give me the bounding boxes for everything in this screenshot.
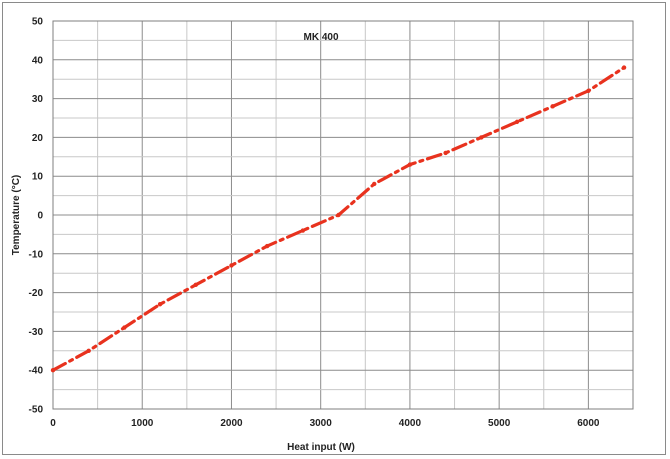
x-tick-label: 5000 — [488, 418, 511, 429]
y-tick-label: 40 — [32, 55, 44, 66]
x-tick-label: 3000 — [310, 418, 333, 429]
chart-title: MK 400 — [303, 32, 338, 43]
data-point — [443, 150, 448, 156]
y-tick-labels: -50 -40 -30 -20 -10 0 10 20 30 40 50 — [29, 17, 44, 416]
y-tick-label: 10 — [32, 172, 44, 183]
data-point — [621, 65, 627, 70]
data-point — [586, 88, 591, 94]
x-tick-label: 1000 — [131, 418, 154, 429]
data-point — [479, 135, 484, 140]
series-layer — [50, 65, 627, 373]
y-tick-label: -10 — [29, 249, 44, 260]
data-point — [514, 119, 520, 125]
x-axis-title: Heat input (W) — [287, 442, 355, 453]
x-tick-label: 2000 — [220, 418, 243, 429]
y-tick-label: -50 — [29, 405, 44, 416]
x-tick-label: 6000 — [577, 418, 600, 429]
y-tick-label: -40 — [29, 366, 44, 377]
y-tick-label: 50 — [32, 17, 44, 28]
x-tick-label: 4000 — [399, 418, 422, 429]
x-tick-labels: 0 1000 2000 3000 4000 5000 6000 — [50, 418, 600, 429]
data-point — [86, 348, 91, 353]
data-point — [50, 368, 56, 373]
line-chart: -50 -40 -30 -20 -10 0 10 20 30 40 50 0 1000 2000 3000… — [11, 17, 634, 453]
y-axis-title: Temperature (°C) — [11, 175, 22, 256]
data-point — [407, 162, 413, 167]
data-point — [122, 325, 127, 330]
data-point — [193, 282, 198, 288]
data-point — [372, 181, 377, 187]
data-point — [157, 302, 163, 307]
y-tick-label: 20 — [32, 133, 44, 144]
y-tick-label: -20 — [29, 288, 44, 299]
y-tick-label: -30 — [29, 327, 44, 338]
data-point — [550, 104, 555, 109]
data-point — [264, 243, 270, 249]
data-point — [229, 263, 234, 268]
chart-frame: -50 -40 -30 -20 -10 0 10 20 30 40 50 0 1000 2000 3000… — [2, 2, 666, 455]
y-tick-label: 0 — [37, 211, 43, 222]
y-tick-label: 30 — [32, 94, 44, 105]
plot-border — [52, 20, 634, 410]
x-tick-label: 0 — [50, 418, 56, 429]
data-point — [336, 212, 341, 218]
grid-lines — [52, 20, 634, 410]
data-point — [300, 228, 306, 233]
